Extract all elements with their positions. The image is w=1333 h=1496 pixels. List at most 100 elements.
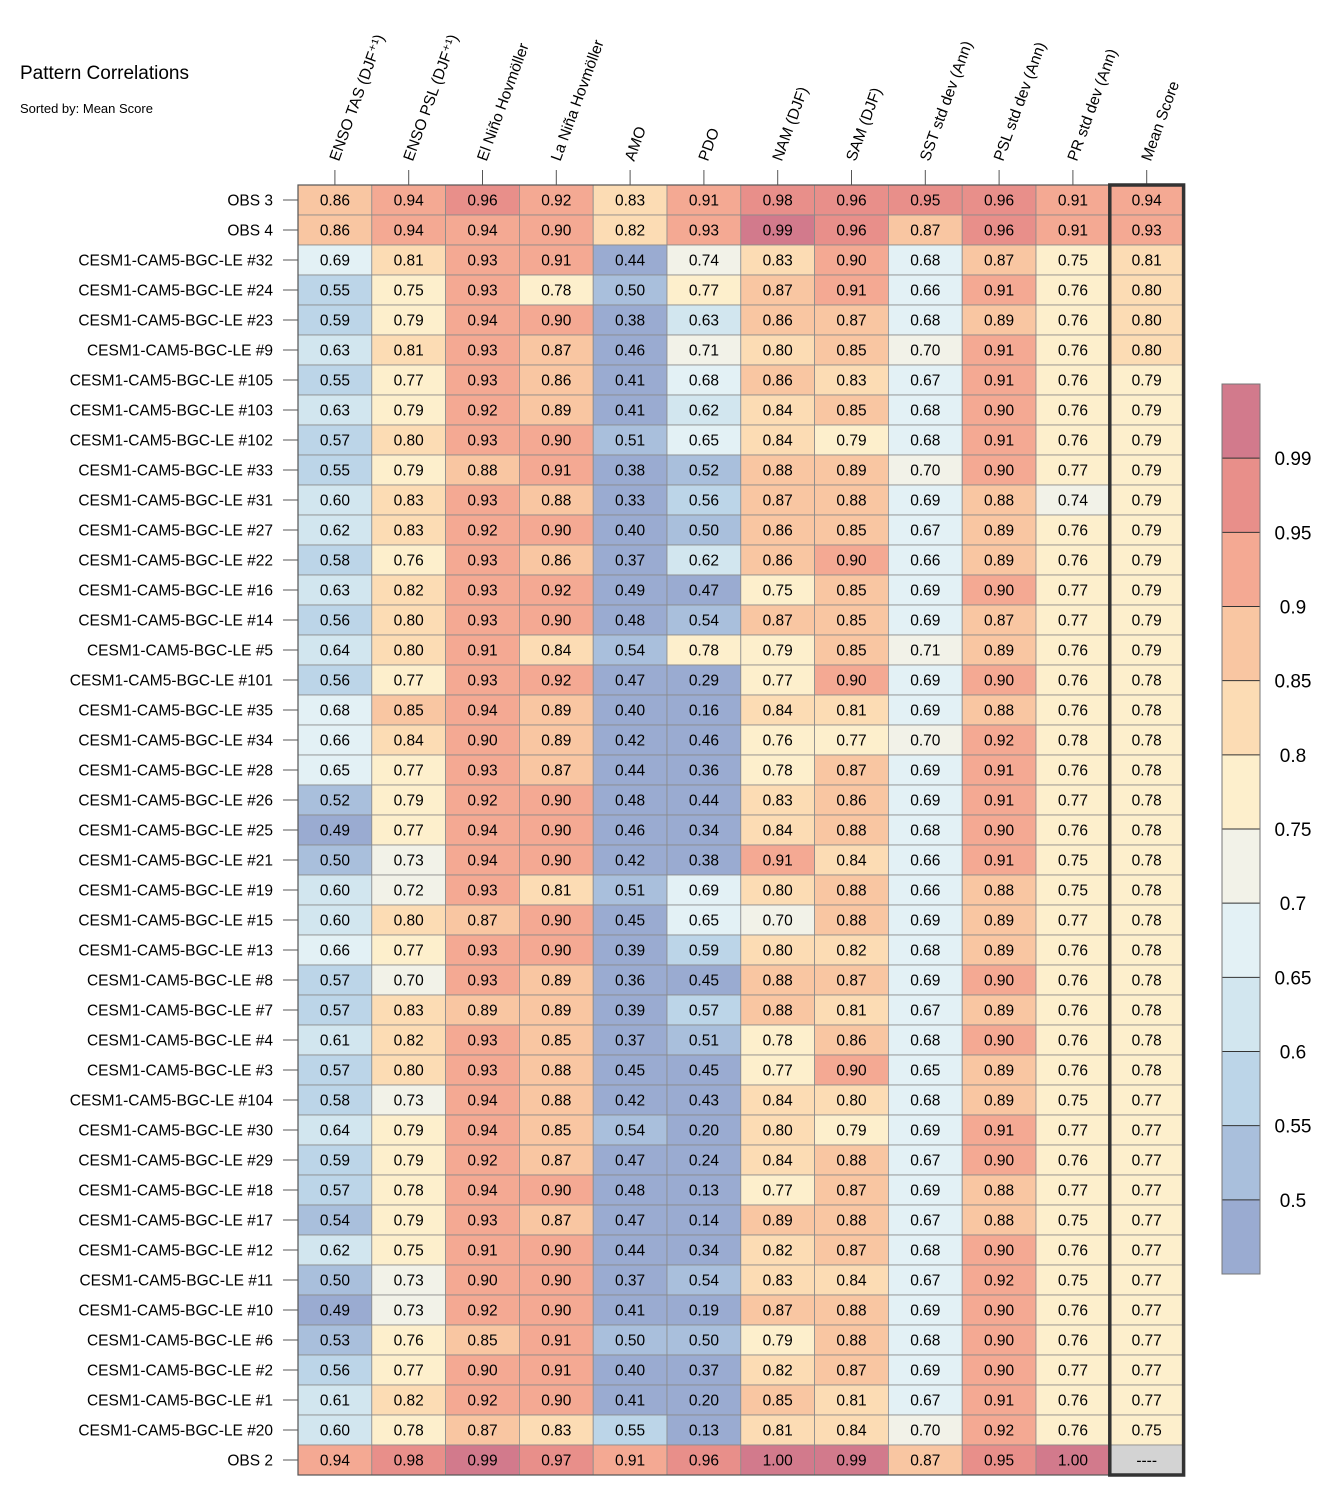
cell-value: 0.57 [320, 1063, 350, 1080]
heatmap-cell [666, 754, 742, 786]
cell-value: 0.91 [984, 1123, 1014, 1140]
cell-value: 0.77 [1058, 463, 1088, 480]
cell-value: 0.75 [763, 583, 793, 600]
colorbar-tick-label: 0.55 [1275, 1117, 1312, 1138]
heatmap-cell [519, 1054, 594, 1086]
heatmap-cell [519, 694, 594, 726]
cell-value: 0.50 [320, 853, 351, 870]
cell-value: 0.77 [689, 283, 719, 300]
cell-value: 0.83 [394, 523, 424, 540]
cell-value: 0.49 [615, 583, 645, 600]
cell-value: 0.76 [1058, 283, 1088, 300]
heatmap-cell [666, 484, 742, 516]
heatmap-cell [1109, 184, 1185, 216]
heatmap-cell [371, 634, 446, 666]
cell-value: 0.76 [1058, 523, 1088, 540]
heatmap-cell [740, 994, 815, 1026]
heatmap-cell [814, 1414, 889, 1446]
cell-value: 0.61 [320, 1393, 350, 1410]
colorbar-swatch [1222, 458, 1260, 533]
cell-value: 0.69 [910, 1303, 940, 1320]
heatmap-cell [814, 964, 889, 996]
cell-value: 0.79 [1132, 523, 1162, 540]
heatmap-cell [592, 304, 668, 336]
heatmap-cell [519, 664, 594, 696]
cell-value: 0.91 [763, 853, 793, 870]
heatmap-cell [519, 394, 594, 426]
cell-value: 0.79 [1132, 403, 1162, 420]
row-label: CESM1-CAM5-BGC-LE #20 [78, 1423, 273, 1440]
heatmap-cell [445, 514, 520, 546]
row-label: CESM1-CAM5-BGC-LE #16 [78, 583, 273, 600]
heatmap-cell [740, 1324, 815, 1356]
cell-value: 0.81 [394, 343, 424, 360]
heatmap-cell [1109, 724, 1185, 756]
cell-value: 0.80 [836, 1093, 867, 1110]
heatmap-cell [666, 184, 742, 216]
cell-value: 0.79 [836, 1123, 866, 1140]
row-label: CESM1-CAM5-BGC-LE #105 [70, 373, 273, 390]
cell-value: 0.77 [1132, 1393, 1162, 1410]
cell-value: 0.75 [1058, 1093, 1088, 1110]
heatmap-cell [814, 1054, 889, 1086]
heatmap-cell [519, 604, 594, 636]
heatmap-cell [592, 1354, 668, 1386]
cell-value: 0.56 [320, 1363, 350, 1380]
heatmap-cell [297, 424, 373, 456]
cell-value: 0.54 [320, 1213, 351, 1230]
heatmap-cell [961, 454, 1037, 486]
cell-value: 0.75 [1058, 853, 1088, 870]
cell-value: 0.87 [836, 313, 866, 330]
colorbar-tick-label: 0.8 [1280, 746, 1306, 767]
cell-value: 0.88 [763, 1003, 793, 1020]
cell-value: 0.66 [320, 733, 350, 750]
cell-value: 0.88 [984, 883, 1014, 900]
cell-value: 0.58 [320, 553, 350, 570]
cell-value: 0.94 [467, 703, 498, 720]
cell-value: 0.85 [541, 1123, 571, 1140]
cell-value: 0.93 [467, 673, 497, 690]
cell-value: 0.77 [763, 1063, 793, 1080]
heatmap-cell [814, 304, 889, 336]
heatmap-cell [592, 214, 668, 246]
heatmap-cell [519, 454, 594, 486]
cell-value: 0.88 [984, 1183, 1014, 1200]
cell-value: 0.66 [910, 853, 940, 870]
cell-value: 0.77 [1132, 1303, 1162, 1320]
heatmap-cell [740, 634, 815, 666]
cell-value: 0.50 [615, 1333, 646, 1350]
cell-value: 0.77 [836, 733, 866, 750]
cell-value: 0.87 [836, 763, 866, 780]
cell-value: 0.94 [467, 1183, 498, 1200]
heatmap-cell [1109, 1174, 1185, 1206]
heatmap-cell [1109, 364, 1185, 396]
heatmap-cell [961, 364, 1037, 396]
heatmap-cell [1035, 1144, 1111, 1176]
cell-value: 0.91 [541, 253, 571, 270]
cell-value: 0.76 [1058, 643, 1088, 660]
cell-value: 0.69 [910, 583, 940, 600]
cell-value: 0.60 [320, 883, 351, 900]
mean-score-column-frame [1108, 183, 1186, 1477]
cell-value: 0.84 [763, 823, 794, 840]
heatmap-cell [297, 844, 373, 876]
heatmap-cell [814, 1294, 889, 1326]
cell-value: 0.91 [467, 1243, 497, 1260]
heatmap-cell [888, 814, 963, 846]
heatmap-cell [1109, 394, 1185, 426]
cell-value: 0.90 [541, 1303, 572, 1320]
cell-value: 0.84 [763, 703, 794, 720]
cell-value: 0.76 [394, 1333, 424, 1350]
cell-value: 0.67 [910, 1393, 940, 1410]
heatmap-cell [371, 544, 446, 576]
cell-value: 0.76 [1058, 703, 1088, 720]
heatmap-cell [1035, 1264, 1111, 1296]
heatmap-cell [371, 724, 446, 756]
cell-value: 0.91 [1058, 193, 1088, 210]
column-label: El Niño Hovmöller [474, 41, 532, 163]
heatmap-cell [519, 1264, 594, 1296]
cell-value: 0.90 [984, 583, 1015, 600]
cell-value: 0.56 [320, 673, 350, 690]
cell-value: 0.38 [689, 853, 719, 870]
cell-value: 0.67 [910, 373, 940, 390]
